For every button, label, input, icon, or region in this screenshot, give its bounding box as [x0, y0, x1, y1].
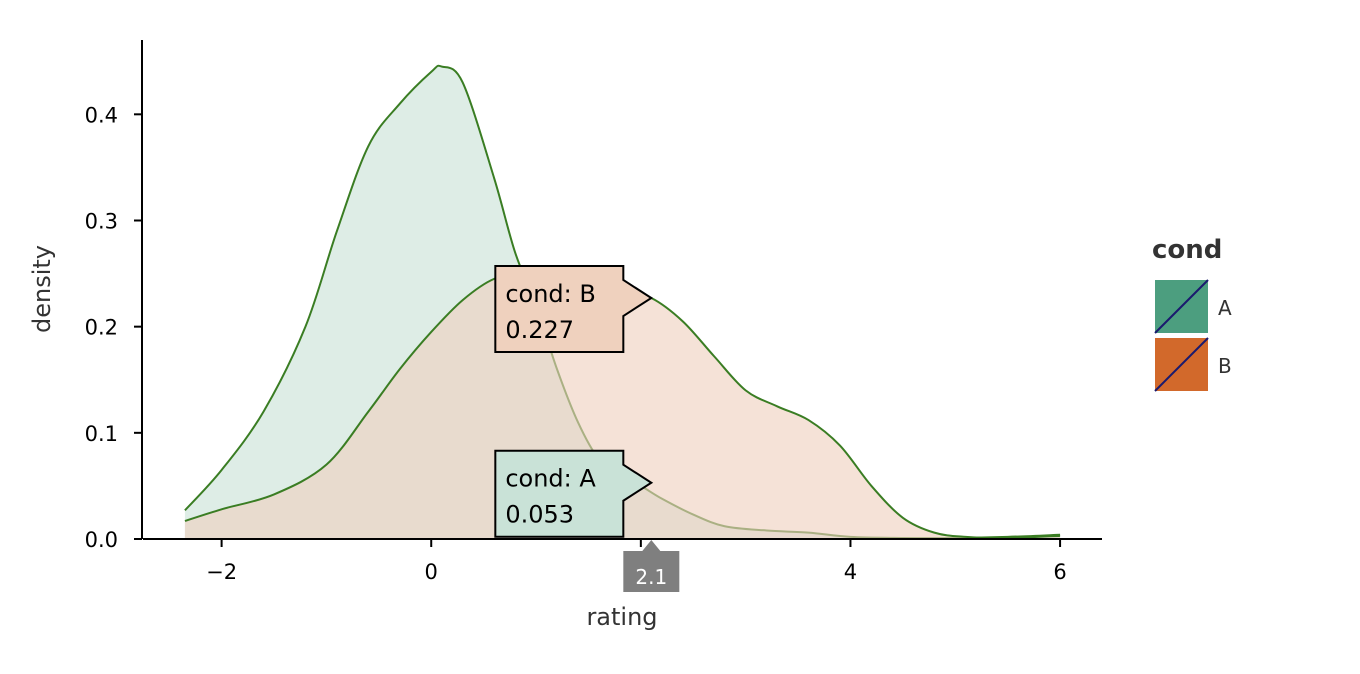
tooltip-B: cond: B 0.227 — [494, 264, 654, 353]
legend-title: cond — [1152, 235, 1222, 265]
axes: −2 0 4 6 0.0 0.1 0.2 0.3 0.4 rating density — [28, 40, 1102, 631]
legend-swatch-line — [1154, 279, 1209, 334]
x-hover-marker: 2.1 — [623, 540, 680, 592]
legend: cond A B — [1152, 235, 1232, 392]
y-tick-label: 0.1 — [85, 422, 118, 446]
tooltip-A: cond: A 0.053 — [494, 449, 654, 538]
legend-item-B[interactable]: B — [1154, 337, 1232, 392]
y-tick-label: 0.4 — [85, 103, 118, 127]
y-tick-label: 0.3 — [85, 209, 118, 233]
x-tick-label: −2 — [206, 560, 237, 584]
tooltips: cond: B 0.227 cond: A 0.053 — [494, 264, 654, 538]
area-B — [184, 273, 1061, 539]
legend-item-A[interactable]: A — [1154, 279, 1232, 334]
tooltip-label: cond: A — [505, 465, 596, 493]
x-tick-label: 6 — [1053, 560, 1066, 584]
x-tick-label: 0 — [425, 560, 438, 584]
tooltip-value: 0.053 — [505, 501, 574, 529]
y-tick-label: 0.0 — [85, 528, 118, 552]
x-ticks: −2 0 4 6 — [206, 539, 1067, 584]
y-axis-title: density — [28, 245, 56, 333]
x-hover-label: 2.1 — [635, 565, 667, 589]
tooltip-box — [494, 449, 654, 538]
legend-label: A — [1218, 296, 1232, 320]
tooltip-value: 0.227 — [505, 316, 574, 344]
legend-swatch-line — [1154, 337, 1209, 392]
x-tick-label: 4 — [844, 560, 857, 584]
y-tick-label: 0.2 — [85, 316, 118, 340]
tooltip-label: cond: B — [505, 280, 596, 308]
legend-label: B — [1218, 354, 1232, 378]
tooltip-box — [494, 264, 654, 353]
x-hover-box — [623, 540, 680, 592]
y-ticks: 0.0 0.1 0.2 0.3 0.4 — [85, 103, 142, 552]
x-axis-title: rating — [586, 603, 657, 631]
